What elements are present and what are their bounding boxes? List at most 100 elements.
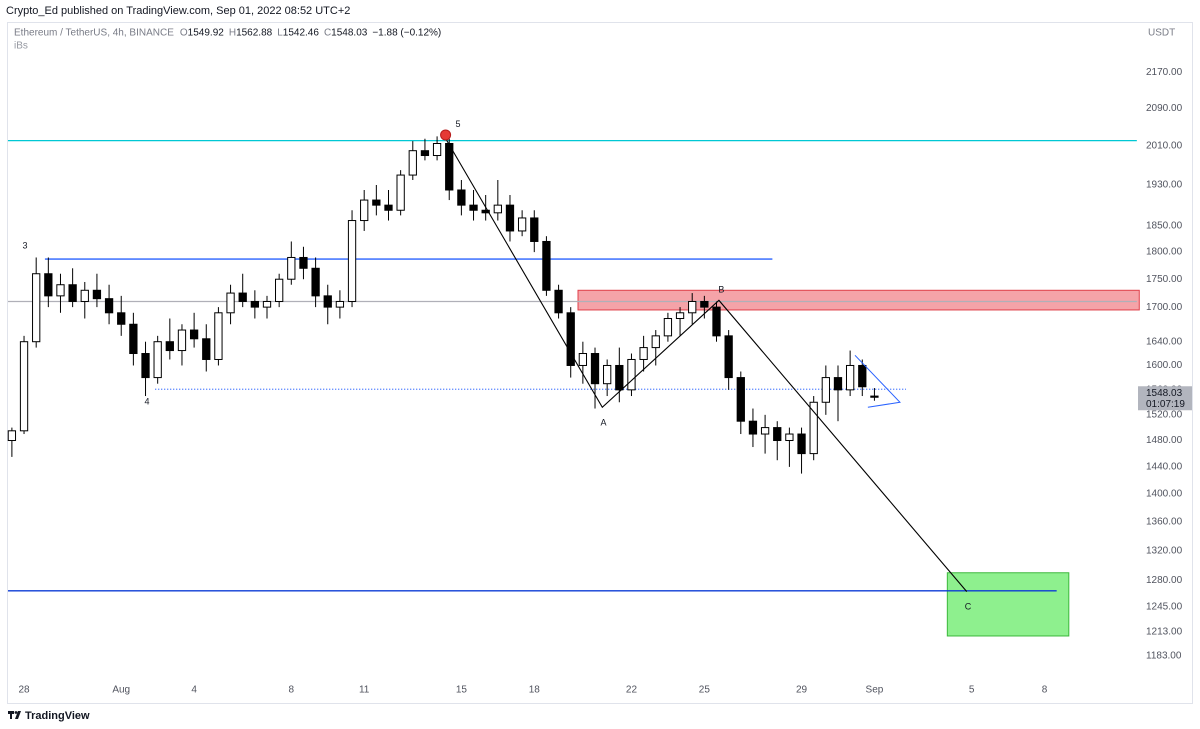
candle-body	[688, 300, 697, 314]
symbol: Ethereum / TetherUS, 4h, BINANCE	[14, 28, 174, 39]
y-tick-label: 1280.00	[1146, 575, 1183, 586]
wave-label: A	[601, 417, 607, 427]
y-tick-label: 2090.00	[1146, 103, 1183, 114]
ohlc-legend: Ethereum / TetherUS, 4h, BINANCE O 1549.92…	[14, 28, 441, 39]
price-tag	[1138, 386, 1192, 411]
price-tag-value: 1548.03	[1146, 388, 1183, 399]
candle-body	[68, 284, 77, 302]
candle-body	[505, 204, 515, 232]
candle-body	[578, 353, 588, 366]
x-tick-label: 25	[699, 685, 711, 696]
y-tick-label: 1800.00	[1146, 247, 1183, 258]
footer-logo	[8, 711, 21, 719]
x-tick-label: 29	[796, 685, 808, 696]
legend-value: 1562.88	[236, 28, 273, 39]
candle-body	[530, 217, 539, 242]
candle-body	[408, 150, 417, 176]
zone	[577, 289, 1140, 311]
candle-body	[493, 204, 502, 214]
candle-body	[663, 318, 673, 337]
wave-label: 4	[144, 397, 149, 407]
y-tick-label: 1700.00	[1146, 302, 1183, 313]
legend-value: 1549.92	[188, 28, 225, 39]
candle-body	[347, 220, 357, 302]
x-tick-label: 8	[1042, 685, 1048, 696]
candle-body	[736, 377, 745, 422]
x-tick-label: 18	[529, 685, 541, 696]
candle-body	[809, 401, 818, 455]
x-tick-label: 5	[969, 685, 975, 696]
candle-body	[603, 364, 612, 385]
candle-body	[432, 143, 442, 157]
y-tick-label: 1245.00	[1146, 602, 1183, 613]
candle-body	[299, 256, 308, 269]
wave-label: B	[718, 285, 724, 295]
candle-body	[481, 209, 490, 214]
candle-body	[675, 312, 685, 320]
legend-value: 1548.03	[331, 28, 368, 39]
candle-body	[287, 256, 296, 280]
candle-body	[153, 341, 162, 379]
candle-body	[92, 289, 102, 300]
x-tick-label: 28	[18, 685, 30, 696]
candle-body	[202, 338, 211, 360]
footer-brand: TradingView	[25, 710, 90, 722]
zone	[946, 572, 1070, 637]
candle-body	[262, 300, 272, 308]
candle-body	[785, 433, 794, 442]
y-tick-label: 2170.00	[1146, 67, 1183, 78]
candle-body	[615, 364, 624, 391]
logo-part	[14, 711, 18, 714]
legend-key: H	[229, 28, 236, 39]
candle-body	[457, 189, 466, 206]
candle-body	[797, 433, 806, 455]
candle-body	[129, 323, 138, 355]
candle-body	[554, 289, 563, 314]
candle-body	[542, 240, 551, 291]
candle-body	[639, 347, 648, 360]
candle-body	[396, 174, 405, 211]
y-tick-label: 1400.00	[1146, 489, 1183, 500]
candle-body	[32, 273, 41, 343]
pivot-marker	[440, 129, 452, 141]
candle-body	[104, 298, 114, 314]
legend-change: −1.88 (−0.12%)	[372, 28, 441, 39]
y-tick-label: 1480.00	[1146, 435, 1183, 446]
candle-body	[833, 377, 843, 391]
y-tick-label: 1213.00	[1146, 627, 1183, 638]
x-tick-label: 22	[626, 685, 638, 696]
candle-body	[117, 312, 126, 325]
candle-body	[700, 300, 709, 308]
candle-body	[590, 353, 600, 385]
candle-body	[19, 341, 29, 432]
candle-body	[141, 353, 150, 379]
candle-body	[773, 427, 782, 442]
legend-key: O	[180, 28, 188, 39]
candle-body	[627, 358, 636, 391]
candle-body	[372, 199, 381, 206]
y-tick-label: 1640.00	[1146, 336, 1183, 347]
x-tick-label: 4	[191, 685, 197, 696]
candle-body	[517, 217, 527, 232]
candle-body	[760, 427, 770, 435]
y-tick-label: 1360.00	[1146, 517, 1183, 528]
candle-body	[323, 295, 332, 308]
candle-body	[7, 430, 17, 442]
y-tick-label: 1930.00	[1146, 180, 1183, 191]
candle-body	[651, 335, 660, 349]
candle-body	[275, 278, 284, 302]
candle-body	[870, 395, 879, 398]
candle-body	[250, 300, 260, 308]
pane-border	[7, 22, 1193, 704]
candle-body	[311, 267, 320, 297]
y-tick-label: 2010.00	[1146, 141, 1183, 152]
publisher: Crypto_Ed published on TradingView.com, …	[6, 5, 350, 17]
candle-body	[56, 284, 65, 297]
candle-body	[214, 312, 223, 360]
currency: USDT	[1148, 28, 1175, 39]
legend-key: L	[277, 28, 283, 39]
y-tick-label: 1520.00	[1146, 409, 1183, 420]
y-tick-label: 1440.00	[1146, 462, 1183, 473]
candle-body	[566, 312, 575, 366]
